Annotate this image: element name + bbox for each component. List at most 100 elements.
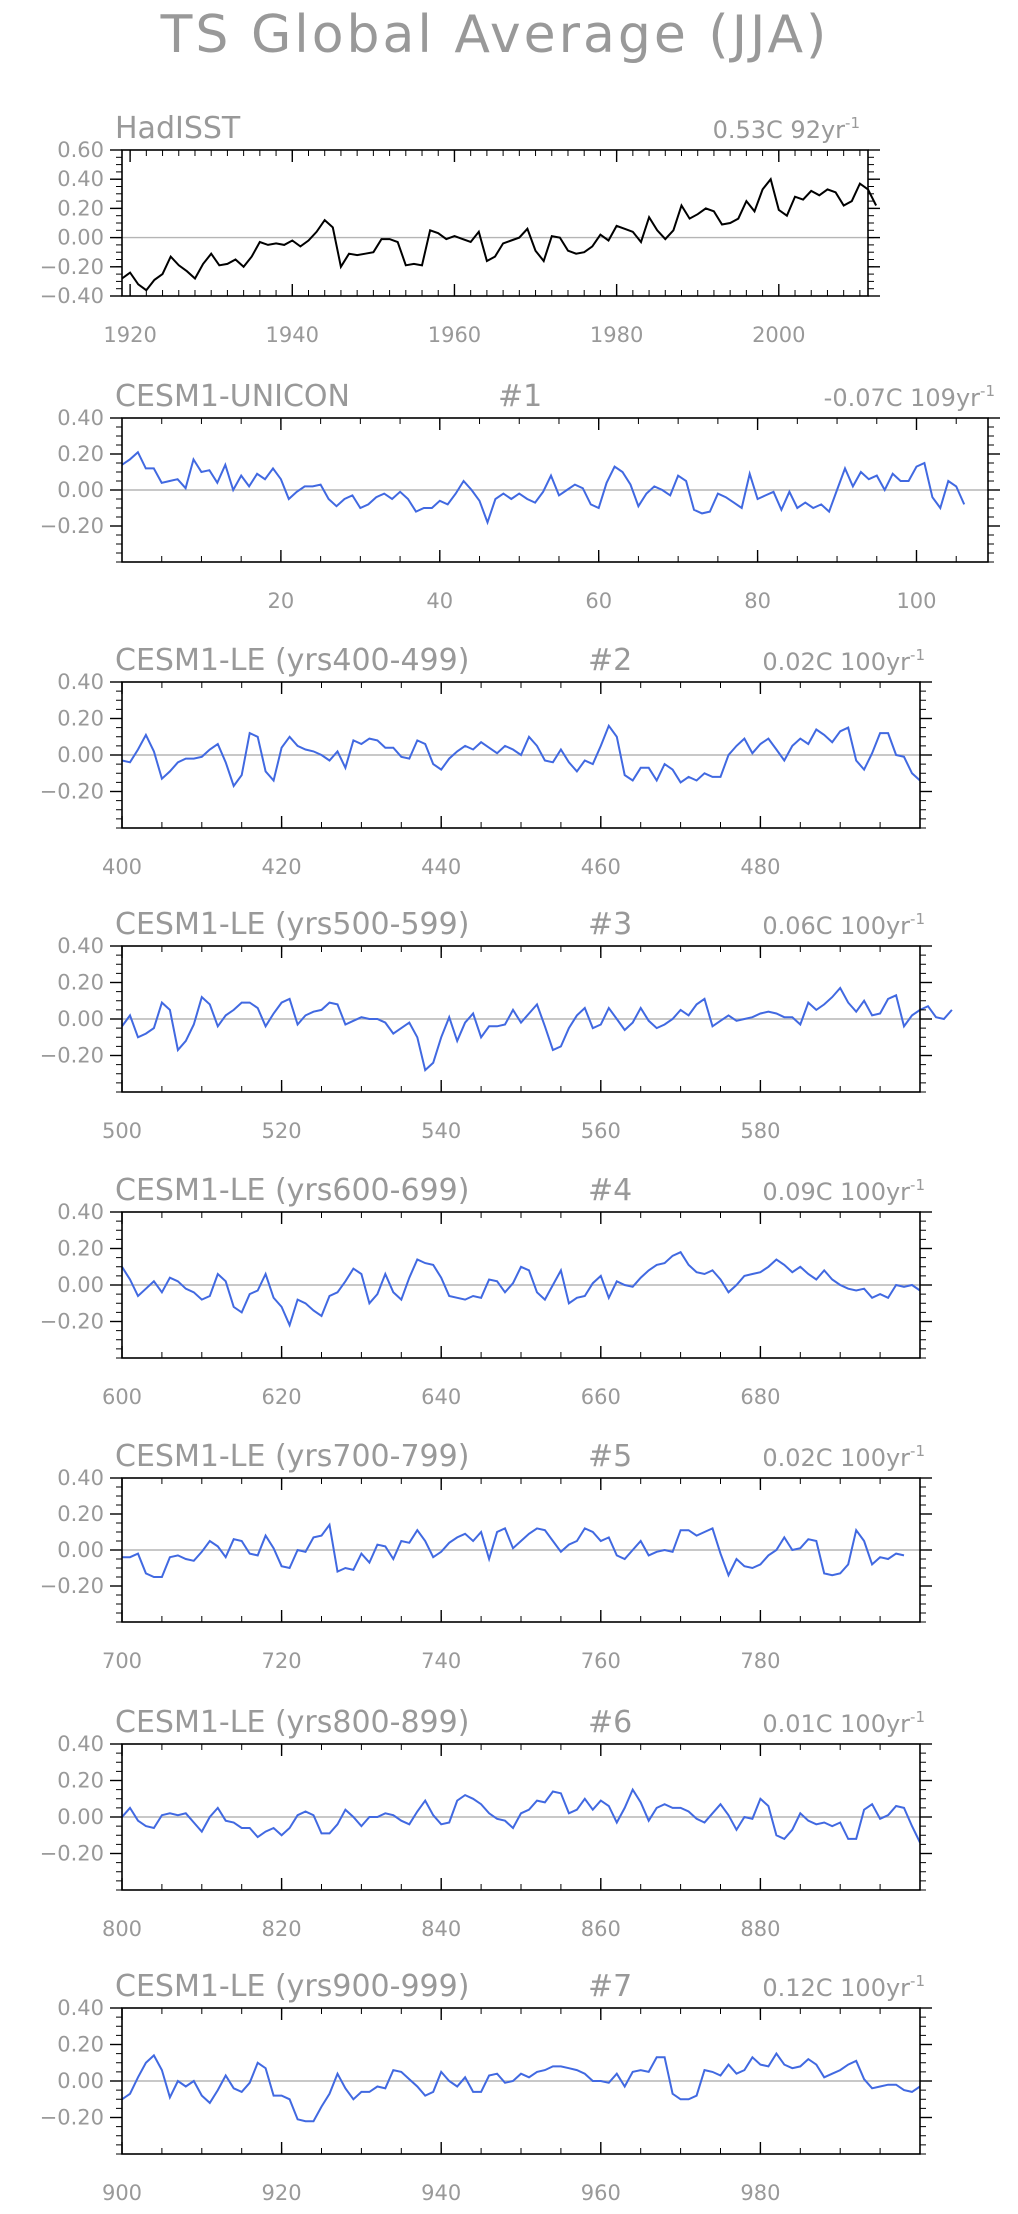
x-tick-label: 620 bbox=[262, 1385, 302, 1409]
x-tick-label: 980 bbox=[740, 2181, 780, 2205]
y-tick-label: 0.00 bbox=[57, 1273, 104, 1297]
y-tick-label: 0.60 bbox=[57, 138, 104, 162]
x-tick-label: 600 bbox=[102, 1385, 142, 1409]
x-tick-label: 520 bbox=[262, 1119, 302, 1143]
x-tick-label: 700 bbox=[102, 1649, 142, 1673]
y-tick-label: −0.20 bbox=[40, 1574, 104, 1598]
panel-trend: 0.02C 100yr-1 bbox=[762, 1442, 925, 1472]
panel-trend: 0.12C 100yr-1 bbox=[762, 1972, 925, 2002]
x-tick-label: 900 bbox=[102, 2181, 142, 2205]
panel-number: #6 bbox=[588, 1705, 632, 1740]
trend-exponent: -1 bbox=[980, 382, 995, 400]
x-tick-label: 660 bbox=[581, 1385, 621, 1409]
y-tick-label: 0.20 bbox=[57, 2033, 104, 2057]
x-tick-label: 40 bbox=[426, 589, 453, 613]
x-tick-label: 1960 bbox=[428, 323, 481, 347]
panel-title: CESM1-LE (yrs400-499) bbox=[115, 643, 469, 678]
y-tick-label: −0.20 bbox=[40, 514, 104, 538]
trend-exponent: -1 bbox=[910, 1442, 925, 1460]
y-tick-label: 0.20 bbox=[57, 196, 104, 220]
x-tick-label: 860 bbox=[581, 1917, 621, 1941]
x-tick-label: 460 bbox=[581, 855, 621, 879]
series-line bbox=[121, 177, 877, 292]
x-tick-label: 940 bbox=[421, 2181, 461, 2205]
series-line bbox=[121, 986, 953, 1072]
trend-exponent: -1 bbox=[910, 910, 925, 928]
trend-exponent: -1 bbox=[910, 1972, 925, 1990]
y-tick-label: 0.00 bbox=[57, 478, 104, 502]
x-tick-label: 840 bbox=[421, 1917, 461, 1941]
y-tick-label: 0.40 bbox=[57, 670, 104, 694]
y-tick-label: −0.20 bbox=[40, 780, 104, 804]
y-tick-label: 0.40 bbox=[57, 167, 104, 191]
panel-number: #4 bbox=[588, 1173, 632, 1208]
y-tick-label: 0.00 bbox=[57, 1805, 104, 1829]
panel-number: #5 bbox=[588, 1439, 632, 1474]
x-tick-label: 60 bbox=[585, 589, 612, 613]
chart-panel-8: CESM1-LE (yrs900-999) #7 0.12C 100yr-1 −0.2… bbox=[40, 1969, 932, 2205]
panel-title: CESM1-LE (yrs800-899) bbox=[115, 1705, 469, 1740]
y-tick-label: 0.40 bbox=[57, 406, 104, 430]
y-tick-label: 0.40 bbox=[57, 1466, 104, 1490]
y-tick-label: 0.20 bbox=[57, 442, 104, 466]
chart-panel-4: CESM1-LE (yrs500-599) #3 0.06C 100yr-1 −0.2… bbox=[40, 907, 953, 1143]
x-tick-label: 720 bbox=[262, 1649, 302, 1673]
plot-frame bbox=[121, 149, 869, 297]
series-line bbox=[121, 723, 921, 789]
x-tick-label: 440 bbox=[421, 855, 461, 879]
panel-trend: 0.02C 100yr-1 bbox=[762, 646, 925, 676]
panel-trend: 0.06C 100yr-1 bbox=[762, 910, 925, 940]
panel-title: CESM1-LE (yrs900-999) bbox=[115, 1969, 469, 2004]
x-tick-label: 2000 bbox=[752, 323, 805, 347]
x-tick-label: 880 bbox=[740, 1917, 780, 1941]
x-tick-label: 480 bbox=[740, 855, 780, 879]
series-line bbox=[121, 450, 966, 526]
x-tick-label: 780 bbox=[740, 1649, 780, 1673]
panel-number: #1 bbox=[498, 379, 542, 414]
y-tick-label: 0.00 bbox=[57, 743, 104, 767]
trend-exponent: -1 bbox=[910, 1708, 925, 1726]
y-tick-label: 0.20 bbox=[57, 1502, 104, 1526]
x-tick-label: 680 bbox=[740, 1385, 780, 1409]
trend-exponent: -1 bbox=[845, 114, 860, 132]
panel-title: CESM1-LE (yrs500-599) bbox=[115, 907, 469, 942]
panel-title: CESM1-LE (yrs700-799) bbox=[115, 1439, 469, 1474]
panel-trend: 0.53C 92yr-1 bbox=[713, 114, 860, 144]
y-tick-label: −0.20 bbox=[40, 2106, 104, 2130]
chart-panel-3: CESM1-LE (yrs400-499) #2 0.02C 100yr-1 −0.2… bbox=[40, 643, 932, 879]
chart-panel-1: HadISST 0.53C 92yr-1 −0.40 −0.20 0.00 0.20 0.4… bbox=[40, 111, 880, 347]
x-tick-label: 20 bbox=[268, 589, 295, 613]
panel-number: #2 bbox=[588, 643, 632, 678]
chart-panel-2: CESM1-UNICON #1 -0.07C 109yr-1 −0.20 0.00 0.2… bbox=[40, 379, 1000, 613]
y-tick-label: 0.40 bbox=[57, 1996, 104, 2020]
series-line bbox=[121, 1250, 921, 1329]
y-tick-label: 0.00 bbox=[57, 1007, 104, 1031]
x-tick-label: 960 bbox=[581, 2181, 621, 2205]
series-line bbox=[121, 1787, 921, 1843]
y-tick-label: 0.40 bbox=[57, 934, 104, 958]
trend-exponent: -1 bbox=[910, 1176, 925, 1194]
x-tick-label: 760 bbox=[581, 1649, 621, 1673]
y-tick-label: −0.20 bbox=[40, 1310, 104, 1334]
x-tick-label: 740 bbox=[421, 1649, 461, 1673]
panel-title: HadISST bbox=[115, 111, 241, 146]
x-tick-label: 80 bbox=[744, 589, 771, 613]
series-line bbox=[122, 1522, 905, 1578]
y-tick-label: 0.20 bbox=[57, 1237, 104, 1261]
y-tick-label: 0.20 bbox=[57, 707, 104, 731]
x-tick-label: 420 bbox=[262, 855, 302, 879]
x-tick-label: 1940 bbox=[266, 323, 319, 347]
panel-trend: 0.09C 100yr-1 bbox=[762, 1176, 925, 1206]
panel-title: CESM1-LE (yrs600-699) bbox=[115, 1173, 469, 1208]
chart-panel-7: CESM1-LE (yrs800-899) #6 0.01C 100yr-1 −0.2… bbox=[40, 1705, 932, 1941]
y-tick-label: 0.00 bbox=[57, 1538, 104, 1562]
panel-title: CESM1-UNICON bbox=[115, 379, 350, 414]
x-tick-label: 580 bbox=[740, 1119, 780, 1143]
x-tick-label: 820 bbox=[262, 1917, 302, 1941]
figure-title: TS Global Average (JJA) bbox=[160, 5, 830, 65]
y-tick-label: 0.20 bbox=[57, 971, 104, 995]
panel-trend: 0.01C 100yr-1 bbox=[762, 1708, 925, 1738]
x-tick-label: 540 bbox=[421, 1119, 461, 1143]
chart-panel-6: CESM1-LE (yrs700-799) #5 0.02C 100yr-1 −0.2… bbox=[40, 1439, 932, 1673]
